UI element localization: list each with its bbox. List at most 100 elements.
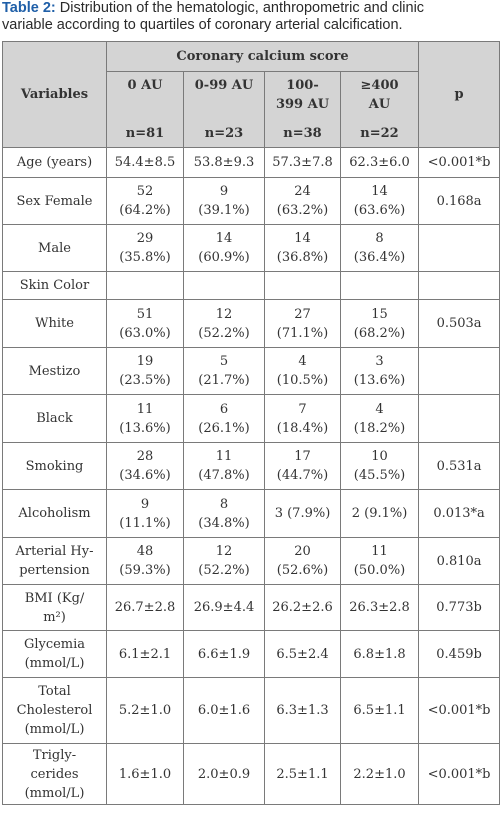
- cell-value: (26.1%): [198, 420, 250, 436]
- cell-value: 6.3±1.3: [276, 703, 329, 718]
- cell-value: 17: [294, 449, 311, 464]
- cell-value: 2.2±1.0: [353, 766, 406, 782]
- row-label-line: Trigly-: [32, 747, 77, 763]
- row-label-line: Mestizo: [28, 363, 81, 379]
- data-cell: 19 (23.5%): [106, 347, 184, 395]
- data-cell: 14 (63.6%): [339, 177, 420, 225]
- header-col-label: [186, 95, 262, 114]
- cell-value: 6.5±1.1: [353, 703, 406, 718]
- header-col-label: 100-: [286, 78, 319, 93]
- header-col-n: n=81: [125, 126, 165, 141]
- cell-value: 4: [375, 401, 384, 417]
- p-value: [418, 271, 501, 300]
- row-label: Arterial Hy-pertension: [2, 537, 107, 585]
- data-cell: 20 (52.6%): [264, 537, 341, 585]
- cell-value: 26.2±2.6: [272, 600, 333, 615]
- cell-value: 6.8±1.8: [353, 646, 406, 662]
- cell-value: 11: [136, 401, 154, 417]
- data-cell: 53.8±9.3: [183, 147, 265, 178]
- cell-value: (36.8%): [276, 250, 329, 265]
- cell-value: 14: [371, 184, 388, 199]
- cell-value: (45.5%): [353, 468, 406, 483]
- data-cell: 29 (35.8%): [106, 224, 184, 272]
- cell-value: (18.2%): [353, 420, 406, 436]
- data-cell: 11 (13.6%): [106, 394, 184, 443]
- cell-value: 4: [298, 354, 307, 369]
- row-label-line: (mmol/L): [24, 656, 85, 671]
- data-cell: 14 (60.9%): [183, 224, 265, 272]
- table-row: Sex Female 52 (64.2%) 9 (39.1%) 24 (63.2%) 14 (6…: [2, 177, 501, 225]
- p-value: <0.001*b: [418, 147, 501, 178]
- data-cell: 3 (7.9%): [264, 489, 341, 538]
- cell-value: (63.2%): [276, 203, 329, 218]
- cell-value: 11: [371, 544, 388, 559]
- cell-value: (63.0%): [119, 325, 171, 341]
- cell-value: 52: [136, 184, 154, 199]
- header-col-1: 0-99 AU n=23: [183, 71, 265, 148]
- cell-value: 48: [136, 544, 154, 559]
- cell-value: (18.4%): [276, 420, 329, 436]
- cell-value: 5: [219, 354, 229, 369]
- data-cell: 57.3±7.8: [264, 147, 341, 178]
- cell-value: (34.6%): [119, 468, 171, 483]
- data-cell: 62.3±6.0: [339, 147, 420, 178]
- table-row: BMI (Kg/m²) 26.7±2.8 26.9±4.4 26.2±2.6 26.3±…: [2, 584, 501, 631]
- data-cell: 10 (45.5%): [339, 442, 420, 490]
- header-col-label: 0-99 AU: [194, 78, 254, 93]
- row-label-line: cerides: [30, 766, 79, 782]
- data-cell: 6.0±1.6: [183, 677, 265, 744]
- cell-value: (11.1%): [119, 515, 171, 531]
- cell-value: 7: [298, 401, 307, 417]
- cell-value: 10: [371, 449, 388, 464]
- row-label-line: Black: [36, 411, 73, 426]
- data-cell: 6.5±1.1: [339, 677, 420, 744]
- cell-value: 15: [371, 306, 388, 322]
- cell-value: 12: [215, 306, 233, 322]
- data-cell: 28 (34.6%): [106, 442, 184, 490]
- data-cell: 17 (44.7%): [264, 442, 341, 490]
- data-cell: [339, 271, 420, 300]
- header-col-label: 399 AU: [275, 97, 330, 112]
- data-cell: 8 (34.8%): [183, 489, 265, 538]
- cell-value: (35.8%): [119, 250, 171, 265]
- header-col-2: 100- 399 AU n=38: [264, 71, 341, 148]
- cell-value: (10.5%): [276, 373, 329, 388]
- data-cell: 1.6±1.0: [106, 743, 184, 805]
- p-value: [418, 347, 501, 395]
- row-label-line: m²): [43, 609, 66, 625]
- data-cell: 6.3±1.3: [264, 677, 341, 744]
- table-row: Mestizo 19 (23.5%) 5 (21.7%) 4 (10.5%) 3 (13.6%): [2, 347, 501, 395]
- row-label: Mestizo: [2, 347, 107, 395]
- data-cell: 11 (47.8%): [183, 442, 265, 490]
- data-cell: 12 (52.2%): [183, 299, 265, 348]
- cell-value: (44.7%): [276, 468, 329, 483]
- cell-value: (47.8%): [198, 468, 250, 483]
- p-value: [418, 394, 501, 443]
- p-value: 0.810a: [418, 537, 501, 585]
- row-label-line: Smoking: [25, 458, 84, 474]
- data-cell: 2.5±1.1: [264, 743, 341, 805]
- header-variables: Variables: [2, 41, 107, 148]
- data-cell: 3 (13.6%): [339, 347, 420, 395]
- cell-value: 53.8±9.3: [193, 155, 255, 170]
- cell-value: (34.8%): [198, 515, 250, 531]
- data-cell: 5.2±1.0: [106, 677, 184, 744]
- data-cell: 51 (63.0%): [106, 299, 184, 348]
- row-label: Male: [2, 224, 107, 272]
- p-value: [418, 224, 501, 272]
- row-label: Alcoholism: [2, 489, 107, 538]
- p-value: <0.001*b: [418, 743, 501, 805]
- table-row: Age (years) 54.4±8.5 53.8±9.3 57.3±7.8 62.3±…: [2, 147, 501, 178]
- cell-value: (13.6%): [353, 373, 406, 388]
- data-cell: 2 (9.1%): [339, 489, 420, 538]
- cell-value: 8: [375, 231, 384, 246]
- p-value: <0.001*b: [418, 677, 501, 744]
- data-cell: 26.9±4.4: [183, 584, 265, 631]
- cell-value: (64.2%): [119, 203, 171, 218]
- cell-value: (52.2%): [198, 325, 250, 341]
- row-label-line: BMI (Kg/: [24, 590, 85, 606]
- caption-text-1: Distribution of the hematologic, anthrop…: [55, 0, 425, 16]
- row-label-line: Glycemia: [23, 637, 86, 652]
- cell-value: 57.3±7.8: [272, 155, 333, 170]
- data-cell: 6.1±2.1: [106, 630, 184, 678]
